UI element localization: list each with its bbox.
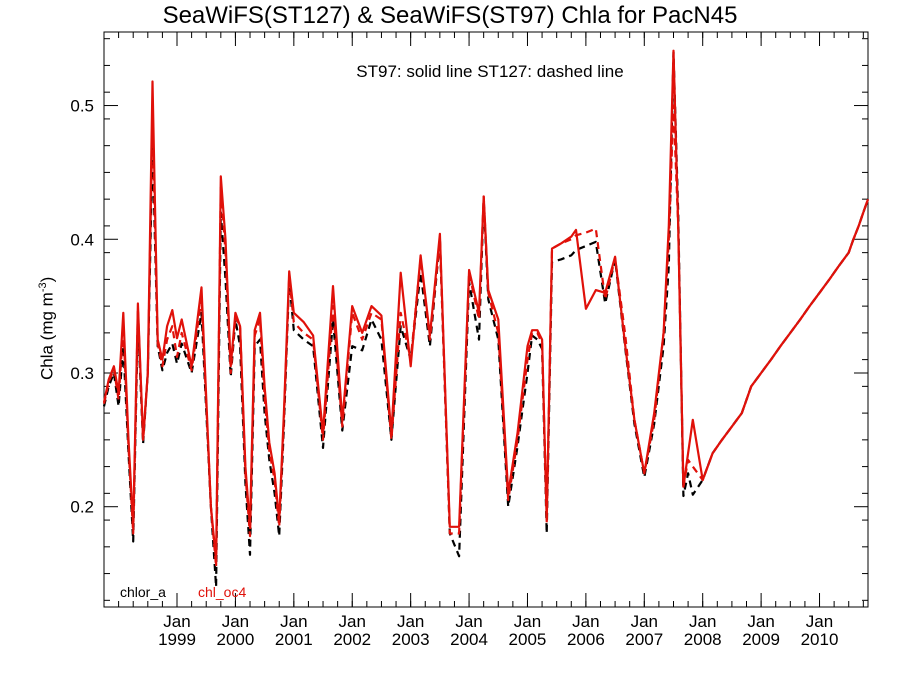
chart-title: SeaWiFS(ST127) & SeaWiFS(ST97) Chla for …	[162, 2, 738, 29]
x-tick-label-year: 2010	[801, 630, 839, 649]
y-axis-label-exponent: -3	[37, 282, 49, 293]
x-tick-label-year: 2002	[333, 630, 371, 649]
x-tick-label-year: 2008	[684, 630, 722, 649]
y-axis-label-text: Chla (mg m	[37, 292, 57, 380]
series-layer	[102, 49, 870, 589]
x-tick-label-month: Jan	[747, 612, 774, 631]
y-axis-label-close: )	[37, 276, 57, 283]
x-tick-label-year: 2007	[625, 630, 663, 649]
x-tick-label-year: 2005	[509, 630, 547, 649]
x-tick-label-year: 2006	[567, 630, 605, 649]
series-line-chl_oc4-solid	[102, 49, 870, 562]
plot-frame	[103, 31, 869, 608]
plot-axes: 0.20.30.40.5Jan1999Jan2000Jan2001Jan2002…	[70, 31, 869, 649]
legend-chl-oc4: chl_oc4	[198, 584, 247, 600]
line-style-annotation: ST97: solid line ST127: dashed line	[356, 62, 624, 81]
x-tick-label-month: Jan	[631, 612, 658, 631]
x-tick-label-month: Jan	[514, 612, 541, 631]
y-axis-label: Chla (mg m-3)	[37, 277, 58, 380]
x-tick-label-year: 1999	[158, 630, 196, 649]
y-tick-label: 0.5	[70, 97, 94, 116]
x-tick-label-month: Jan	[572, 612, 599, 631]
x-tick-label-year: 2000	[217, 630, 255, 649]
y-tick-label: 0.2	[70, 498, 94, 517]
x-tick-label-month: Jan	[163, 612, 190, 631]
x-tick-label-month: Jan	[339, 612, 366, 631]
x-tick-label-year: 2001	[275, 630, 313, 649]
legend-chlor-a: chlor_a	[120, 584, 166, 600]
x-tick-label-month: Jan	[397, 612, 424, 631]
x-tick-label-year: 2003	[392, 630, 430, 649]
x-tick-label-month: Jan	[806, 612, 833, 631]
x-tick-label-month: Jan	[222, 612, 249, 631]
x-tick-label-year: 2004	[450, 630, 488, 649]
x-tick-label-year: 2009	[742, 630, 780, 649]
x-tick-label-month: Jan	[280, 612, 307, 631]
x-tick-label-month: Jan	[689, 612, 716, 631]
x-tick-label-month: Jan	[455, 612, 482, 631]
y-tick-label: 0.4	[70, 230, 94, 249]
y-tick-label: 0.3	[70, 364, 94, 383]
